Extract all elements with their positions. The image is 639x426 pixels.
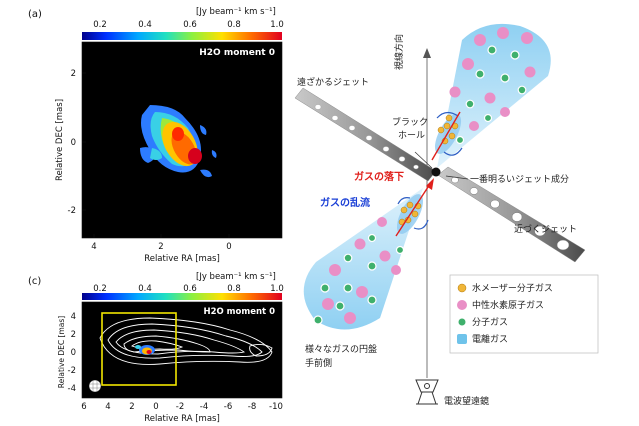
panel-c-image: H2O moment 0 xyxy=(82,302,282,398)
radio-telescope-icon xyxy=(415,379,439,405)
legend-ionized-swatch xyxy=(457,334,467,344)
line-of-sight-label: 視線方向 xyxy=(393,34,405,70)
x-tick: 0 xyxy=(153,402,158,412)
y-tick: 0 xyxy=(71,348,76,358)
panel-c-colorbar-unit: [Jy beam⁻¹ km s⁻¹] xyxy=(196,272,276,282)
panel-a-colorbar-unit: [Jy beam⁻¹ km s⁻¹] xyxy=(196,7,276,17)
radio-telescope-label: 電波望遠鏡 xyxy=(444,395,489,407)
cb-tick: 0.2 xyxy=(93,20,107,30)
x-tick: -4 xyxy=(200,402,208,412)
x-tick: 2 xyxy=(129,402,134,412)
legend-molecular-swatch xyxy=(457,317,467,327)
legend-hydrogen-swatch xyxy=(457,300,467,310)
panel-c-xlabel: Relative RA [mas] xyxy=(144,414,220,424)
line-of-sight-arrow xyxy=(423,48,431,58)
cb-tick: 0.8 xyxy=(227,20,241,30)
y-tick: 2 xyxy=(71,330,76,340)
approaching-jet-label: 近づくジェット xyxy=(514,223,577,235)
disk-caption-2: 手前側 xyxy=(305,357,332,369)
legend-maser-swatch xyxy=(457,283,467,293)
panel-c-letter: (c) xyxy=(28,276,41,287)
lower-maser-cluster xyxy=(395,178,434,237)
x-tick: -8 xyxy=(248,402,256,412)
x-tick: -2 xyxy=(176,402,184,412)
x-tick: 6 xyxy=(81,402,86,412)
upper-maser-cluster xyxy=(431,111,463,161)
panel-c-ylabel: Relative DEC [mas] xyxy=(57,316,66,388)
cb-tick: 1.0 xyxy=(270,20,284,30)
x-tick: -10 xyxy=(269,402,283,412)
approaching-jet-knots xyxy=(451,176,570,251)
y-tick: 0 xyxy=(71,138,76,148)
y-tick: -2 xyxy=(68,206,76,216)
cb-tick: 0.4 xyxy=(138,284,152,294)
legend: 水メーザー分子ガス 中性水素原子ガス 分子ガス 電離ガス xyxy=(449,274,599,354)
panel-c-title: H2O moment 0 xyxy=(203,307,275,317)
panel-a-letter: (a) xyxy=(28,9,42,20)
black-hole xyxy=(431,167,441,177)
cb-tick: 1.0 xyxy=(270,284,284,294)
cb-tick: 0.4 xyxy=(138,20,152,30)
panel-a-image: H2O moment 0 xyxy=(82,42,282,238)
y-tick: -2 xyxy=(68,366,76,376)
cb-tick: 0.6 xyxy=(183,20,197,30)
x-tick: 4 xyxy=(91,242,96,252)
gas-turbulence-label: ガスの乱流 xyxy=(320,196,370,209)
black-hole-label-2: ホール xyxy=(398,130,425,141)
lower-cone-particles xyxy=(313,217,405,325)
receding-jet-knots xyxy=(314,104,419,170)
panel-c-colorbar xyxy=(82,293,282,300)
legend-label: 水メーザー分子ガス xyxy=(472,282,553,294)
legend-label: 分子ガス xyxy=(472,317,508,328)
panel-c-axes xyxy=(81,301,283,399)
cb-tick: 0.6 xyxy=(183,284,197,294)
brightest-pointer xyxy=(445,175,469,180)
panel-a-colorbar-ticks: 0.2 0.4 0.6 0.8 1.0 xyxy=(93,20,284,30)
panel-a-xlabel: Relative RA [mas] xyxy=(144,254,220,264)
cb-tick: 0.8 xyxy=(227,284,241,294)
lower-gas-cone xyxy=(303,188,423,330)
cb-tick: 0.2 xyxy=(93,284,107,294)
x-tick: 4 xyxy=(105,402,110,412)
y-tick: 4 xyxy=(71,312,76,322)
x-tick: 0 xyxy=(226,242,231,252)
panel-a-title: H2O moment 0 xyxy=(199,48,275,58)
legend-label: 中性水素原子ガス xyxy=(472,299,544,311)
brightest-component-label: 一番明るいジェット成分 xyxy=(470,173,569,185)
panel-a-axes xyxy=(81,41,283,239)
panel-a-colorbar xyxy=(82,32,282,40)
disk-caption-1: 様々なガスの円盤 xyxy=(305,343,377,355)
gas-infall-label: ガスの落下 xyxy=(354,170,404,183)
x-tick: -6 xyxy=(224,402,232,412)
receding-jet-label: 遠ざかるジェット xyxy=(297,76,369,88)
x-tick: 2 xyxy=(158,242,163,252)
legend-label: 電離ガス xyxy=(472,333,508,345)
y-tick: -4 xyxy=(68,384,76,394)
black-hole-pointer xyxy=(414,151,433,169)
upper-cone-particles xyxy=(449,27,536,145)
y-tick: 2 xyxy=(71,69,76,79)
panel-a-ylabel: Relative DEC [mas] xyxy=(55,99,65,181)
black-hole-label-1: ブラック xyxy=(392,116,428,128)
